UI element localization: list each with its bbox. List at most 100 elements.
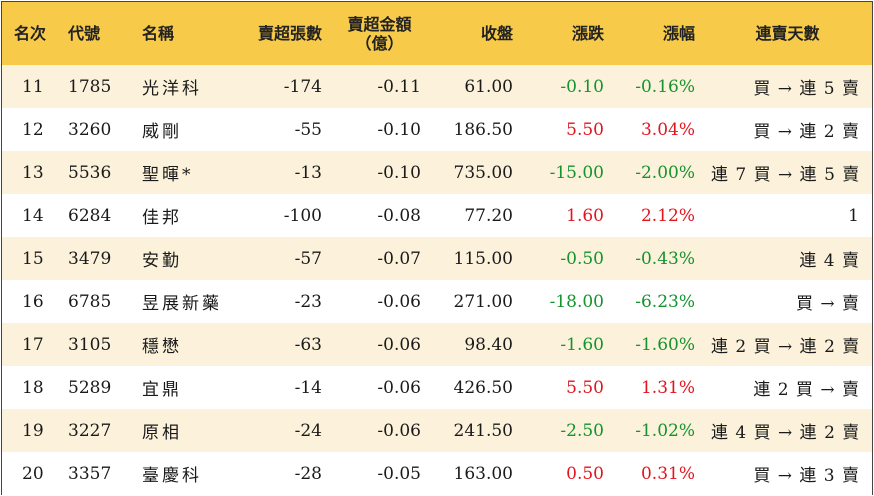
cell-code: 1785 bbox=[68, 76, 112, 97]
cell-close: 735.00 bbox=[453, 162, 513, 183]
cell-close: 98.40 bbox=[464, 334, 513, 355]
cell-sell-amount: -0.05 bbox=[377, 463, 421, 484]
cell-change-pct: 1.31% bbox=[640, 377, 695, 398]
cell-code: 3227 bbox=[68, 420, 112, 441]
table-row: 16 6785 昱展新藥 -23 -0.06 271.00 -18.00 -6.… bbox=[2, 280, 872, 323]
cell-code: 3357 bbox=[68, 463, 112, 484]
cell-rank: 11 bbox=[22, 76, 44, 97]
cell-change-pct: 0.31% bbox=[640, 463, 695, 484]
cell-streak: 連 2 買 → 賣 bbox=[753, 380, 860, 400]
cell-sell-amount: -0.06 bbox=[377, 334, 421, 355]
cell-rank: 12 bbox=[22, 119, 44, 140]
cell-code: 6785 bbox=[68, 291, 112, 312]
table-row: 19 3227 原相 -24 -0.06 241.50 -2.50 -1.02%… bbox=[2, 409, 872, 452]
header-change-pct: 漲幅 bbox=[662, 24, 695, 43]
header-change: 漲跌 bbox=[571, 24, 604, 43]
table-row: 12 3260 威剛 -55 -0.10 186.50 5.50 3.04% 買… bbox=[2, 108, 872, 151]
table-row: 15 3479 安勤 -57 -0.07 115.00 -0.50 -0.43%… bbox=[2, 237, 872, 280]
cell-close: 241.50 bbox=[453, 420, 513, 441]
cell-sell-shares: -24 bbox=[294, 420, 322, 441]
cell-change-pct: 2.12% bbox=[640, 205, 695, 226]
cell-sell-amount: -0.10 bbox=[377, 119, 421, 140]
cell-rank: 15 bbox=[22, 248, 44, 269]
header-rank: 名次 bbox=[14, 24, 47, 43]
cell-close: 186.50 bbox=[453, 119, 513, 140]
cell-sell-shares: -13 bbox=[294, 162, 322, 183]
cell-close: 115.00 bbox=[453, 248, 513, 269]
cell-code: 3105 bbox=[68, 334, 112, 355]
cell-sell-shares: -23 bbox=[294, 291, 322, 312]
cell-change-pct: -1.60% bbox=[635, 334, 695, 355]
cell-streak: 連 4 買 → 連 2 賣 bbox=[711, 423, 861, 443]
header-sell-amount: 賣超金額 （億） bbox=[330, 2, 429, 65]
cell-streak: 連 7 買 → 連 5 賣 bbox=[711, 165, 861, 185]
cell-change-pct: -0.43% bbox=[635, 248, 695, 269]
cell-rank: 19 bbox=[22, 420, 44, 441]
cell-sell-amount: -0.10 bbox=[377, 162, 421, 183]
cell-change: -2.50 bbox=[560, 420, 604, 441]
cell-close: 77.20 bbox=[464, 205, 513, 226]
cell-close: 426.50 bbox=[453, 377, 513, 398]
header-sell-amount-line2: （億） bbox=[355, 33, 404, 53]
cell-sell-amount: -0.08 bbox=[377, 205, 421, 226]
cell-streak: 買 → 連 3 賣 bbox=[753, 466, 860, 486]
cell-change-pct: -2.00% bbox=[635, 162, 695, 183]
cell-name: 佳邦 bbox=[142, 208, 182, 228]
cell-sell-shares: -100 bbox=[283, 205, 322, 226]
table-row: 13 5536 聖暉* -13 -0.10 735.00 -15.00 -2.0… bbox=[2, 151, 872, 194]
cell-close: 61.00 bbox=[464, 76, 513, 97]
cell-name: 威剛 bbox=[142, 122, 182, 142]
cell-sell-shares: -174 bbox=[283, 76, 322, 97]
header-sell-shares: 賣超張數 bbox=[257, 24, 322, 43]
cell-rank: 14 bbox=[22, 205, 44, 226]
cell-sell-shares: -14 bbox=[294, 377, 322, 398]
cell-sell-shares: -63 bbox=[294, 334, 322, 355]
cell-name: 聖暉* bbox=[142, 165, 194, 185]
cell-sell-shares: -55 bbox=[294, 119, 322, 140]
cell-name: 宜鼎 bbox=[142, 380, 182, 400]
cell-sell-amount: -0.06 bbox=[377, 377, 421, 398]
cell-change: -15.00 bbox=[549, 162, 604, 183]
cell-change: 1.60 bbox=[566, 205, 604, 226]
cell-rank: 16 bbox=[22, 291, 44, 312]
cell-close: 163.00 bbox=[453, 463, 513, 484]
cell-rank: 18 bbox=[22, 377, 44, 398]
table-row: 14 6284 佳邦 -100 -0.08 77.20 1.60 2.12% 1 bbox=[2, 194, 872, 237]
cell-code: 5289 bbox=[68, 377, 112, 398]
table-row: 17 3105 穩懋 -63 -0.06 98.40 -1.60 -1.60% … bbox=[2, 323, 872, 366]
cell-streak: 連 4 賣 bbox=[799, 251, 860, 271]
cell-rank: 20 bbox=[22, 463, 44, 484]
cell-streak: 買 → 連 2 賣 bbox=[753, 122, 860, 142]
cell-code: 6284 bbox=[68, 205, 112, 226]
header-code: 代號 bbox=[68, 24, 101, 43]
cell-streak: 買 → 賣 bbox=[795, 294, 860, 314]
header-sell-amount-line1: 賣超金額 bbox=[347, 14, 412, 34]
cell-name: 原相 bbox=[142, 423, 182, 443]
header-name: 名稱 bbox=[142, 24, 175, 43]
table-row: 11 1785 光洋科 -174 -0.11 61.00 -0.10 -0.16… bbox=[2, 65, 872, 108]
cell-close: 271.00 bbox=[453, 291, 513, 312]
table-row: 18 5289 宜鼎 -14 -0.06 426.50 5.50 1.31% 連… bbox=[2, 366, 872, 409]
cell-sell-amount: -0.06 bbox=[377, 291, 421, 312]
cell-name: 穩懋 bbox=[142, 337, 182, 357]
cell-change: -0.10 bbox=[560, 76, 604, 97]
cell-rank: 17 bbox=[22, 334, 44, 355]
cell-code: 3260 bbox=[68, 119, 112, 140]
cell-name: 安勤 bbox=[142, 251, 182, 271]
cell-change: -0.50 bbox=[560, 248, 604, 269]
cell-sell-amount: -0.07 bbox=[377, 248, 421, 269]
table-row: 20 3357 臺慶科 -28 -0.05 163.00 0.50 0.31% … bbox=[2, 452, 872, 495]
cell-rank: 13 bbox=[22, 162, 44, 183]
cell-change: -1.60 bbox=[560, 334, 604, 355]
cell-change: 0.50 bbox=[566, 463, 604, 484]
cell-change-pct: 3.04% bbox=[640, 119, 695, 140]
cell-streak: 1 bbox=[848, 205, 860, 226]
cell-change-pct: -6.23% bbox=[635, 291, 695, 312]
cell-sell-shares: -28 bbox=[294, 463, 322, 484]
cell-change: 5.50 bbox=[566, 119, 604, 140]
cell-streak: 買 → 連 5 賣 bbox=[753, 79, 860, 99]
cell-sell-amount: -0.11 bbox=[377, 76, 421, 97]
cell-code: 3479 bbox=[68, 248, 112, 269]
